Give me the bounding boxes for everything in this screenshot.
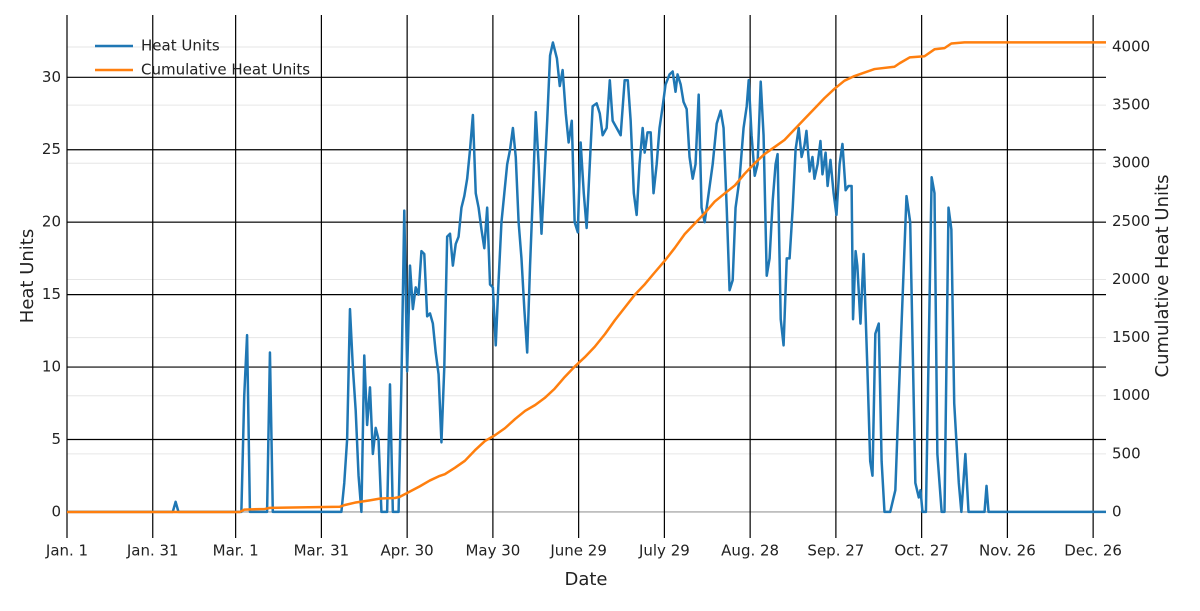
- y-tick-label: 0: [51, 502, 61, 520]
- x-tick-label: Dec. 26: [1064, 542, 1122, 560]
- x-tick-label: July 29: [638, 542, 690, 560]
- y-tick-label: 20: [42, 213, 61, 231]
- x-axis-title: Date: [564, 569, 607, 590]
- y2-tick-label: 3000: [1112, 154, 1150, 172]
- x-tick-label: Oct. 27: [894, 542, 949, 560]
- x-tick-label: Mar. 1: [213, 542, 259, 560]
- y2-tick-label: 0: [1112, 502, 1122, 520]
- x-tick-label: Jan. 1: [45, 542, 88, 560]
- series-line: [67, 41, 1106, 514]
- y2-tick-label: 2500: [1112, 212, 1150, 230]
- y2-tick-label: 3500: [1112, 96, 1150, 114]
- x-tick-label: Aug. 28: [721, 542, 779, 560]
- y-tick-label: 30: [42, 68, 61, 86]
- y-tick-label: 25: [42, 140, 61, 158]
- y-axis-title: Heat Units: [17, 229, 38, 323]
- x-tick-label: Mar. 31: [294, 542, 350, 560]
- y-tick-label: 10: [42, 358, 61, 376]
- y2-tick-label: 4000: [1112, 37, 1150, 55]
- x-tick-label: June 29: [549, 542, 607, 560]
- x-tick-label: May 30: [465, 542, 520, 560]
- y2-tick-label: 1000: [1112, 386, 1150, 404]
- y2-axis-title: Cumulative Heat Units: [1152, 175, 1173, 378]
- x-tick-label: Apr. 30: [381, 542, 434, 560]
- x-tick-label: Jan. 31: [126, 542, 179, 560]
- legend-label: Cumulative Heat Units: [141, 61, 310, 79]
- y-tick-label: 5: [51, 430, 61, 448]
- y-tick-label: 15: [42, 285, 61, 303]
- x-tick-label: Sep. 27: [807, 542, 864, 560]
- y2-tick-label: 1500: [1112, 328, 1150, 346]
- series-line: [67, 41, 1106, 514]
- legend-label: Heat Units: [141, 37, 220, 55]
- y2-tick-label: 500: [1112, 444, 1141, 462]
- y2-tick-label: 2000: [1112, 270, 1150, 288]
- x-tick-label: Nov. 26: [979, 542, 1036, 560]
